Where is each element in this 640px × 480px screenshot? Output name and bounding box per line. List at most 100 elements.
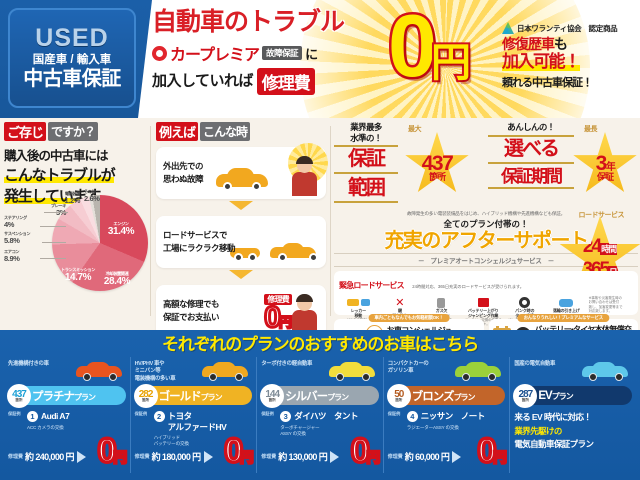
plan-count-gold: 282 箇所	[133, 384, 158, 408]
pie-leader-1	[44, 212, 68, 213]
feature-coverage-big2: 範囲	[334, 176, 398, 204]
pie-leader-2	[40, 226, 66, 227]
plans-title: それぞれのプランのおすすめのお車はこちら	[162, 335, 479, 354]
tow-icon	[339, 296, 378, 309]
header-zero-yen: 0円	[386, 0, 473, 92]
plan-card-silver-top: ターボ付きの軽自動車	[261, 357, 379, 385]
header-condition-row: 加入していれば 修理費	[152, 68, 502, 95]
key-lockout-icon: ✕	[395, 297, 405, 309]
plan-name-ev: EVプラン	[538, 389, 573, 402]
plan-card-ev[interactable]: 国産の電気自動車 287 箇所 EVプラン 来る EV 時代に対応！	[509, 357, 636, 473]
association-text: 日本ワランティ協会 認定商品	[517, 23, 618, 33]
header-right-line1-a: 修復歴車	[502, 36, 555, 52]
brand-particle: に	[305, 46, 319, 62]
plan-count-silver: 144 箇所	[260, 384, 285, 408]
panel-examples: 例えば こんな時 外出先での 思わぬ故障 ロードサービスで 工場にラクラク移動	[156, 122, 328, 337]
plan-card-ev-kind: 国産の電気自動車	[514, 361, 556, 367]
plan-ev-line3: 電気自動車保証プラン	[514, 439, 594, 450]
pie-leader-3	[42, 242, 66, 243]
plan-card-gold[interactable]: HV/PHV 車や ミニバン等 電装機構の多い車 282 箇所 ゴールドプラン	[129, 357, 257, 473]
example-step-1-text: 外出先での 思わぬ故障	[163, 161, 204, 184]
plan-card-bronze[interactable]: コンパクトカーの ガソリン車 50 箇所 ブロンズプラン 保証例	[382, 357, 510, 473]
pie-label-cooling: 冷却装置関連 28.4%	[103, 271, 131, 287]
plan-model-silver: ダイハツ タント	[294, 411, 359, 421]
feature-row: 業界最多 水準の！ 保証 範囲 最大 437 箇所 あんしんの！ 選べる 保証期…	[334, 122, 638, 208]
header-right-line1: 修復歴車も	[502, 36, 634, 52]
trouble-pie-chart	[52, 195, 148, 291]
plan-cost-value: 約 60,000 円	[404, 452, 450, 462]
flower-icon	[152, 45, 167, 61]
plan-cost-bronze: 修理費 約 60,000 円	[388, 450, 462, 463]
vehicle-recovery-icon	[547, 296, 586, 309]
pie-label-transmission: トランスミッション 14.7%	[60, 267, 95, 283]
plan-cost-label: 修理費	[387, 454, 403, 460]
feature-coverage-star: 437 箇所	[405, 132, 469, 193]
pie-graphic	[52, 195, 148, 291]
support-subtitle: － プレミアオートコンシェルジュサービス －	[334, 253, 638, 267]
plan-cards: 先進機構付きの車 437 箇所 プラチナプラン 保証例	[0, 357, 640, 473]
service-concierge-pill: 車内ごともなんでもお気軽相談OK！	[368, 314, 450, 322]
plan-cost-label: 修理費	[8, 454, 24, 460]
plan-example-bronze: 保証例 4 ニッサン ノート	[388, 411, 506, 422]
plan-card-bronze-kind: コンパクトカーの ガソリン車	[387, 361, 429, 375]
road-service-title: 緊急ロードサービス	[339, 281, 405, 290]
plan-ev-text: 来る EV 時代に対応！ 業界先駆けの 電気自動車保証プラン	[514, 411, 632, 452]
plan-bar-gold[interactable]: 282 箇所 ゴールドプラン	[133, 384, 253, 408]
fuel-icon	[422, 296, 461, 309]
header-condition-text: 加入していれば	[152, 72, 254, 90]
plans-footer: それぞれのプランのおすすめのお車はこちら 先進機構付きの車 437 箇所 プラチ…	[0, 330, 640, 480]
plan-example-platinum: 保証例 1 Audi A7	[8, 411, 126, 422]
plan-name-bronze: ブロンズプラン	[411, 390, 476, 403]
tyre-change-icon	[505, 296, 544, 309]
header-zero-number: 0	[386, 0, 440, 95]
road-service-box: 緊急ロードサービス 24時間対応、365日充実のロードサービスが受けられます。 …	[334, 271, 638, 330]
panel1-line1: 購入後の中古車には	[4, 149, 109, 163]
plan-bar-silver[interactable]: 144 箇所 シルバープラン	[260, 384, 379, 408]
arrow-down-2-icon	[229, 270, 253, 279]
brand-name: カープレミア	[170, 47, 260, 64]
plan-bar-platinum[interactable]: 437 箇所 プラチナプラン	[7, 384, 126, 408]
plan-cost-label: 修理費	[261, 454, 277, 460]
pie-label-suspension: サスペンション 5.8%	[4, 231, 31, 245]
plan-example-index: 1	[27, 411, 38, 422]
plan-count-ev: 287 箇所	[513, 384, 538, 408]
plan-model-gold: トヨタ アルファードHV	[167, 411, 227, 432]
pie-leader-4	[40, 258, 66, 259]
plan-card-gold-top: HV/PHV 車や ミニバン等 電装機構の多い車	[135, 357, 253, 385]
plan-cost-value: 約 180,000 円	[151, 452, 202, 462]
plan-zero-bronze: 0円	[476, 432, 508, 471]
plan-bar-bronze[interactable]: 50 箇所 ブロンズプラン	[386, 384, 506, 408]
feature-coverage-number: 437	[421, 151, 454, 175]
used-badge: USED 国産車 / 輸入車 中古車保証	[8, 8, 136, 108]
arrow-right-icon	[76, 450, 86, 463]
panel2-heading: 例えば こんな時	[156, 122, 326, 141]
header-right-line1-b: も	[554, 36, 568, 52]
support-title: 充実のアフターサポート	[384, 230, 589, 252]
plan-name-platinum: プラチナプラン	[32, 390, 96, 403]
plan-card-silver[interactable]: ターボ付きの軽自動車 144 箇所 シルバープラン 保証例	[256, 357, 383, 473]
plan-fault-silver: ターボチャージャー ASSY の交換	[280, 425, 320, 436]
plan-car-bronze-icon	[455, 361, 503, 381]
panel1-tag-gray: ですか？	[48, 122, 99, 141]
pie-label-steering: ステアリング 4%	[4, 215, 27, 229]
plan-count-platinum: 437 箇所	[7, 384, 31, 408]
plan-fault-platinum: ACC カメラの交換	[27, 425, 64, 430]
arrow-right-icon	[452, 450, 462, 463]
panel1-heading: ご存じ ですか？	[4, 122, 150, 141]
feature-period-big1: 選べる	[488, 134, 574, 164]
pie-label-other: その他 2.6%	[84, 189, 100, 203]
pie-label-aircon: エアコン 8.9%	[4, 249, 20, 263]
thumbs-up-person-icon	[288, 290, 322, 334]
plan-bar-ev[interactable]: 287 箇所 EVプラン	[513, 384, 632, 408]
feature-coverage-cap: 業界最多 水準の！	[350, 122, 382, 143]
plan-card-platinum[interactable]: 先進機構付きの車 437 箇所 プラチナプラン 保証例	[4, 357, 130, 473]
plan-cost-value: 約 130,000 円	[278, 452, 328, 462]
plan-card-silver-kind: ターボ付きの軽自動車	[261, 361, 313, 367]
plan-card-bronze-body: 保証例 4 ニッサン ノート ラジエーターASSY の交換 修理費 約 60,0…	[388, 411, 508, 471]
plan-name-silver: シルバープラン	[285, 390, 349, 403]
panel2-tag-gray: こんな時	[200, 122, 251, 141]
plan-card-gold-kind: HV/PHV 車や ミニバン等 電装機構の多い車	[134, 361, 176, 382]
plan-zero-gold: 0円	[223, 432, 255, 471]
header-right-block: 日本ワランティ協会 認定商品 修復歴車も 加入可能！ 頼れる中古車保証！	[502, 22, 634, 90]
plan-example-gold: 保証例 2 トヨタ アルファードHV	[135, 411, 253, 432]
